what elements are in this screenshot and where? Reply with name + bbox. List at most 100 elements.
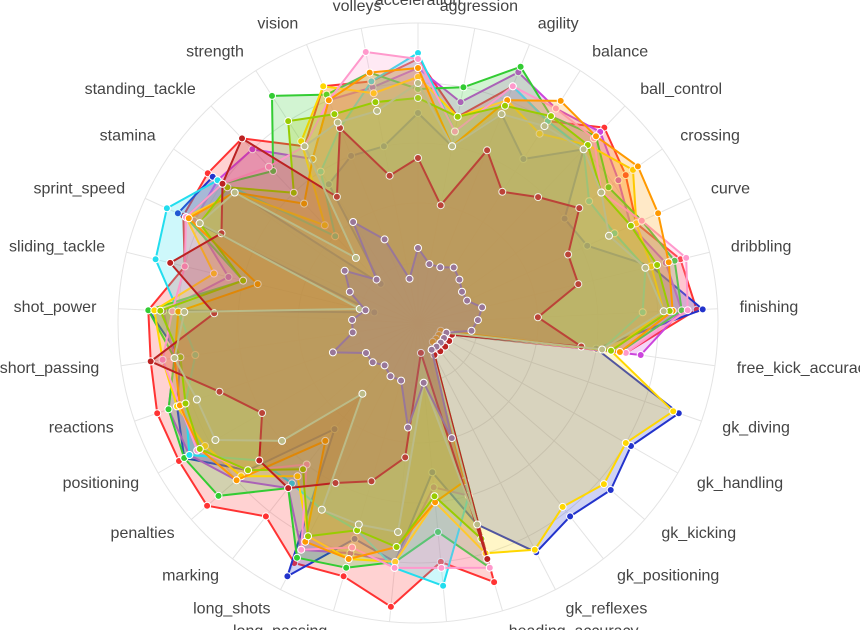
axis-label: heading_accuracy: [509, 623, 639, 630]
data-point: [365, 68, 374, 77]
data-point: [170, 354, 179, 362]
data-point: [324, 180, 333, 189]
data-point: [394, 528, 402, 536]
data-point: [351, 253, 360, 262]
data-point: [430, 492, 439, 501]
data-point: [238, 134, 246, 143]
axis-label: positioning: [63, 475, 140, 492]
data-point: [300, 199, 309, 208]
data-point: [185, 451, 194, 459]
data-point: [437, 563, 446, 572]
axis-label: marking: [162, 567, 219, 584]
data-point: [556, 96, 565, 105]
axis-label: strength: [186, 43, 244, 60]
axis-label: gk_handling: [697, 475, 783, 492]
data-point: [599, 480, 608, 489]
data-point: [348, 543, 357, 552]
data-point: [478, 303, 487, 312]
data-point: [232, 476, 241, 485]
data-point: [371, 98, 380, 107]
data-point: [490, 578, 499, 587]
data-point: [498, 187, 507, 196]
axis-label: penalties: [111, 525, 175, 542]
data-point: [585, 197, 594, 206]
data-point: [483, 146, 492, 155]
data-point: [566, 512, 575, 521]
data-point: [397, 376, 406, 385]
data-point: [508, 82, 517, 91]
data-point: [284, 117, 293, 126]
data-point: [501, 101, 509, 110]
data-point: [166, 258, 175, 267]
data-point: [211, 436, 220, 444]
data-point: [209, 269, 218, 278]
data-point: [621, 439, 630, 447]
data-point: [597, 188, 606, 197]
series-area: [159, 97, 671, 548]
axis-label: crossing: [680, 127, 740, 144]
data-point: [614, 176, 623, 185]
data-point: [386, 372, 395, 381]
data-point: [348, 315, 357, 324]
data-point: [607, 346, 615, 355]
axis-label: agility: [538, 15, 579, 32]
data-point: [405, 274, 414, 283]
axis-label: gk_positioning: [617, 567, 719, 584]
axis-label: gk_reflexes: [566, 600, 648, 617]
data-point: [253, 280, 262, 289]
data-point: [348, 328, 357, 337]
axis-spoke: [417, 322, 646, 520]
data-point: [362, 349, 370, 357]
data-point: [592, 132, 600, 141]
series-11: [328, 218, 487, 443]
data-point: [436, 201, 445, 210]
data-point: [224, 273, 233, 281]
data-point: [485, 563, 494, 572]
axis-label: free_kick_accuracy: [737, 360, 860, 377]
axis-spoke: [417, 44, 530, 324]
series-area: [331, 221, 484, 440]
series-area: [154, 52, 647, 587]
data-point: [299, 465, 307, 474]
data-point: [367, 77, 376, 86]
axis-label: gk_kicking: [661, 525, 736, 542]
data-point: [583, 241, 592, 250]
axis-spoke: [417, 322, 556, 590]
data-point: [414, 64, 422, 72]
data-point: [380, 235, 389, 244]
data-point: [547, 112, 555, 121]
data-point: [195, 219, 204, 228]
data-point: [401, 453, 410, 462]
data-point: [297, 545, 306, 554]
axis-spoke: [417, 322, 702, 422]
axis-spoke: [333, 322, 419, 611]
data-point: [192, 395, 201, 404]
data-point: [368, 358, 377, 367]
data-point: [184, 214, 193, 223]
data-point: [332, 192, 341, 201]
data-point: [347, 151, 356, 160]
series-area: [149, 127, 583, 560]
axis-label: stamina: [100, 127, 156, 144]
data-point: [392, 543, 401, 551]
data-point: [164, 405, 173, 414]
data-point: [333, 118, 342, 127]
data-point: [638, 308, 647, 317]
axis-label: curve: [711, 180, 750, 197]
data-point: [664, 258, 673, 267]
data-point: [427, 345, 436, 354]
axis-label: short_passing: [0, 360, 99, 377]
data-point: [605, 231, 613, 240]
data-point: [419, 378, 428, 387]
data-point: [551, 104, 560, 113]
data-point: [459, 83, 468, 92]
data-point: [369, 89, 378, 98]
data-point: [636, 351, 645, 359]
data-point: [214, 491, 223, 500]
data-point: [350, 534, 359, 543]
data-point: [244, 466, 252, 475]
data-point: [626, 221, 635, 230]
data-point: [330, 110, 339, 119]
data-point: [414, 154, 422, 162]
